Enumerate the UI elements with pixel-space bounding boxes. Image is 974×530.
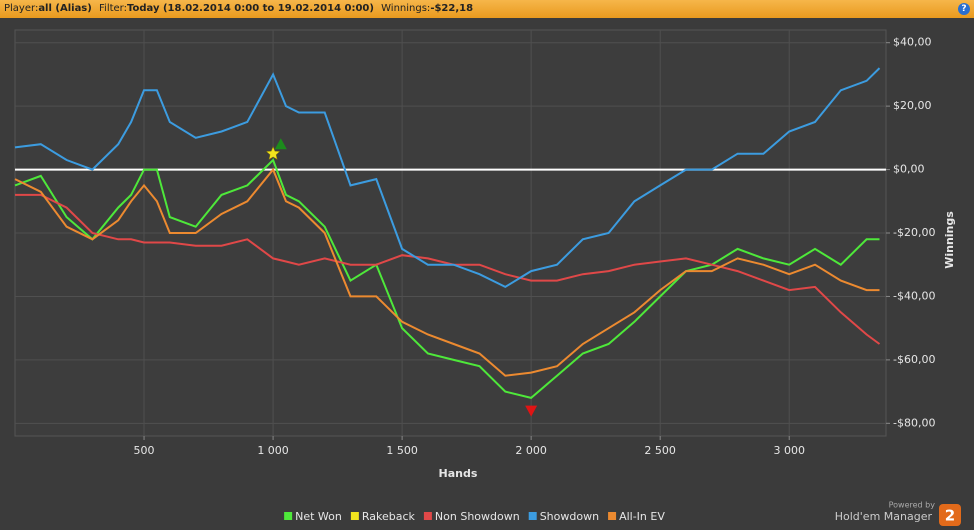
y-tick-label: -$80,00 <box>893 416 935 429</box>
legend-label: Non Showdown <box>435 510 520 523</box>
y-tick-label: -$40,00 <box>893 289 935 302</box>
y-axis-title: Winnings <box>943 211 956 269</box>
x-tick-label: 500 <box>134 444 155 457</box>
x-tick-label: 2 000 <box>515 444 547 457</box>
winnings-label: Winnings: <box>381 3 431 14</box>
y-tick-label: -$60,00 <box>893 353 935 366</box>
help-button[interactable]: ? <box>958 3 970 15</box>
brand: Hold'em Manager <box>835 510 933 523</box>
extreme-marker <box>274 138 287 150</box>
legend-swatch <box>423 512 432 520</box>
y-tick-label: $20,00 <box>893 99 932 112</box>
extreme-marker <box>525 405 538 417</box>
filter-label: Filter: <box>99 3 127 14</box>
y-tick-label: -$20,00 <box>893 226 935 239</box>
legend-label: All-In EV <box>619 510 665 523</box>
series-line <box>14 67 881 289</box>
header-bar: Player:all (Alias) Filter:Today (18.02.2… <box>0 0 974 18</box>
legend-swatch <box>528 512 537 520</box>
x-tick-label: 1 000 <box>257 444 289 457</box>
legend-label: Net Won <box>295 510 342 523</box>
x-tick-label: 2 500 <box>644 444 676 457</box>
legend-swatch <box>608 512 617 520</box>
winnings: -$22,18 <box>430 3 474 14</box>
logo-text: 2 <box>945 507 955 525</box>
logo <box>939 504 961 526</box>
legend-label: Rakeback <box>362 510 416 523</box>
player: all (Alias) <box>38 3 92 14</box>
x-axis-title: Hands <box>439 467 478 480</box>
legend-swatch <box>350 512 359 520</box>
legend-swatch <box>284 512 293 520</box>
series-line <box>14 158 880 399</box>
series-line <box>14 167 880 377</box>
x-tick-label: 1 500 <box>386 444 418 457</box>
x-tick-label: 3 000 <box>773 444 805 457</box>
filter: Today (18.02.2014 0:00 to 19.02.2014 0:0… <box>127 3 374 14</box>
powered-by: Powered by <box>889 501 936 510</box>
y-tick-label: $40,00 <box>893 36 932 49</box>
rakeback-marker <box>265 146 281 160</box>
legend-label: Showdown <box>540 510 599 523</box>
player-label: Player: <box>4 3 39 14</box>
y-tick-label: $0,00 <box>893 163 925 176</box>
